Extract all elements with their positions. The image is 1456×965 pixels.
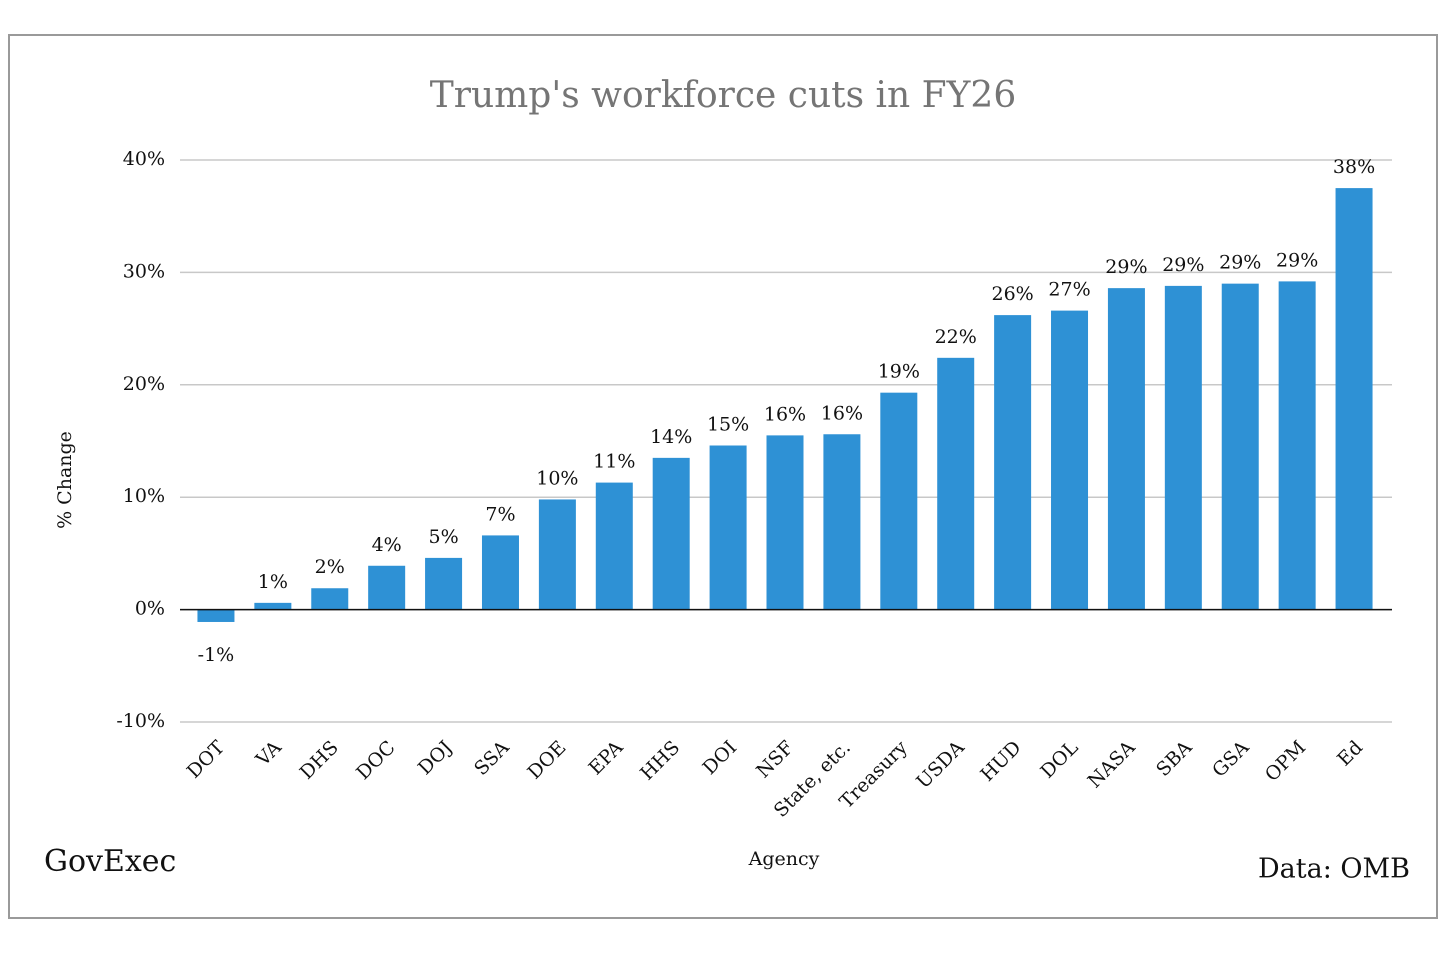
value-label: 29% bbox=[1276, 249, 1318, 271]
y-axis-title: % Change bbox=[54, 431, 76, 529]
value-label: 22% bbox=[935, 326, 977, 348]
bar bbox=[880, 392, 918, 610]
y-tick-label: 20% bbox=[123, 373, 165, 395]
bar bbox=[254, 602, 292, 610]
bar bbox=[766, 435, 804, 610]
value-label: 1% bbox=[258, 571, 288, 593]
bar bbox=[197, 609, 235, 622]
bar bbox=[1221, 283, 1259, 610]
value-label: 16% bbox=[764, 403, 806, 425]
value-label: 26% bbox=[992, 283, 1034, 305]
value-label: 29% bbox=[1105, 256, 1147, 278]
value-label: 29% bbox=[1219, 252, 1261, 274]
value-label: 38% bbox=[1333, 156, 1375, 178]
y-tick-label: 0% bbox=[135, 598, 165, 620]
value-label: 2% bbox=[315, 556, 345, 578]
bar bbox=[595, 482, 633, 610]
bar bbox=[538, 499, 576, 610]
value-label: 5% bbox=[428, 526, 458, 548]
value-label: -1% bbox=[198, 644, 235, 666]
x-axis-title: Agency bbox=[748, 848, 820, 870]
value-label: 10% bbox=[536, 467, 578, 489]
value-label: 16% bbox=[821, 402, 863, 424]
y-tick-label: 40% bbox=[123, 148, 165, 170]
bar bbox=[368, 565, 406, 610]
value-label: 11% bbox=[593, 451, 635, 473]
bar bbox=[994, 315, 1032, 610]
bar bbox=[652, 457, 690, 610]
credit: GovExec bbox=[44, 844, 176, 879]
bar bbox=[1107, 288, 1145, 610]
bar bbox=[425, 557, 463, 610]
value-label: 15% bbox=[707, 413, 749, 435]
value-label: 4% bbox=[372, 534, 402, 556]
value-label: 27% bbox=[1048, 279, 1090, 301]
chart-title: Trump's workforce cuts in FY26 bbox=[430, 75, 1016, 116]
bar bbox=[937, 357, 975, 610]
bar bbox=[1278, 281, 1316, 610]
bar bbox=[1051, 310, 1089, 610]
bar bbox=[311, 588, 349, 610]
value-label: 7% bbox=[485, 503, 515, 525]
y-tick-label: 10% bbox=[123, 485, 165, 507]
value-label: 14% bbox=[650, 426, 692, 448]
bar bbox=[481, 535, 519, 610]
bar bbox=[709, 445, 747, 610]
bar bbox=[823, 434, 861, 610]
bar bbox=[1164, 285, 1202, 610]
y-tick-label: -10% bbox=[116, 710, 165, 732]
value-label: 19% bbox=[878, 361, 920, 383]
y-tick-label: 30% bbox=[123, 260, 165, 282]
value-label: 29% bbox=[1162, 254, 1204, 276]
bar bbox=[1335, 188, 1373, 610]
source: Data: OMB bbox=[1258, 854, 1410, 885]
